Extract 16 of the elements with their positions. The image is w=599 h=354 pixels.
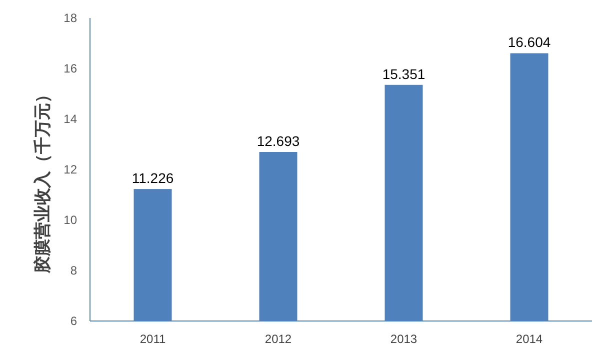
data-label: 12.693	[256, 133, 300, 149]
y-tick-label: 8	[70, 264, 78, 278]
y-tick-label: 12	[64, 162, 78, 176]
y-tick-label: 10	[64, 213, 78, 227]
data-label: 15.351	[382, 66, 426, 82]
y-tick-label: 14	[64, 112, 78, 126]
y-axis-title: 胶膜营业收入（千万元）	[33, 86, 52, 274]
x-tick-label: 2012	[264, 332, 292, 346]
y-tick-label: 6	[70, 314, 78, 328]
x-tick-label: 2011	[140, 332, 166, 346]
y-tick-label: 16	[64, 62, 78, 76]
x-tick-label: 2014	[516, 332, 543, 346]
y-tick-label: 18	[64, 11, 78, 25]
data-label: 11.226	[132, 170, 174, 186]
data-label: 16.604	[508, 34, 551, 50]
x-tick-label: 2013	[390, 332, 418, 346]
